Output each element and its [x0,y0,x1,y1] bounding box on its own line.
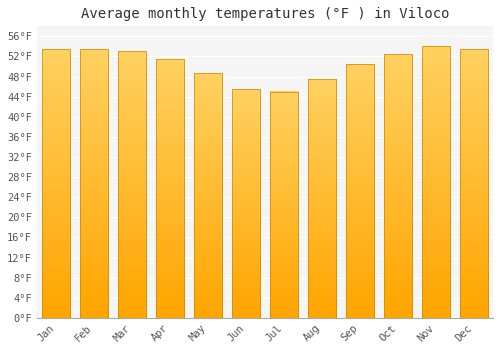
Bar [308,79,336,318]
Bar [80,49,108,318]
Bar [422,47,450,318]
Bar [422,47,450,318]
Bar [346,64,374,318]
Bar [308,79,336,318]
Bar [270,92,298,318]
Bar [346,64,374,318]
Title: Average monthly temperatures (°F ) in Viloco: Average monthly temperatures (°F ) in Vi… [80,7,449,21]
Bar [42,49,70,318]
Bar [232,89,260,318]
Bar [156,59,184,318]
Bar [42,49,70,318]
Bar [460,49,488,318]
Bar [232,89,260,318]
Bar [80,49,108,318]
Bar [194,73,222,318]
Bar [194,73,222,318]
Bar [270,92,298,318]
Bar [460,49,488,318]
Bar [384,54,412,318]
Bar [384,54,412,318]
Bar [118,51,146,318]
Bar [156,59,184,318]
Bar [118,51,146,318]
